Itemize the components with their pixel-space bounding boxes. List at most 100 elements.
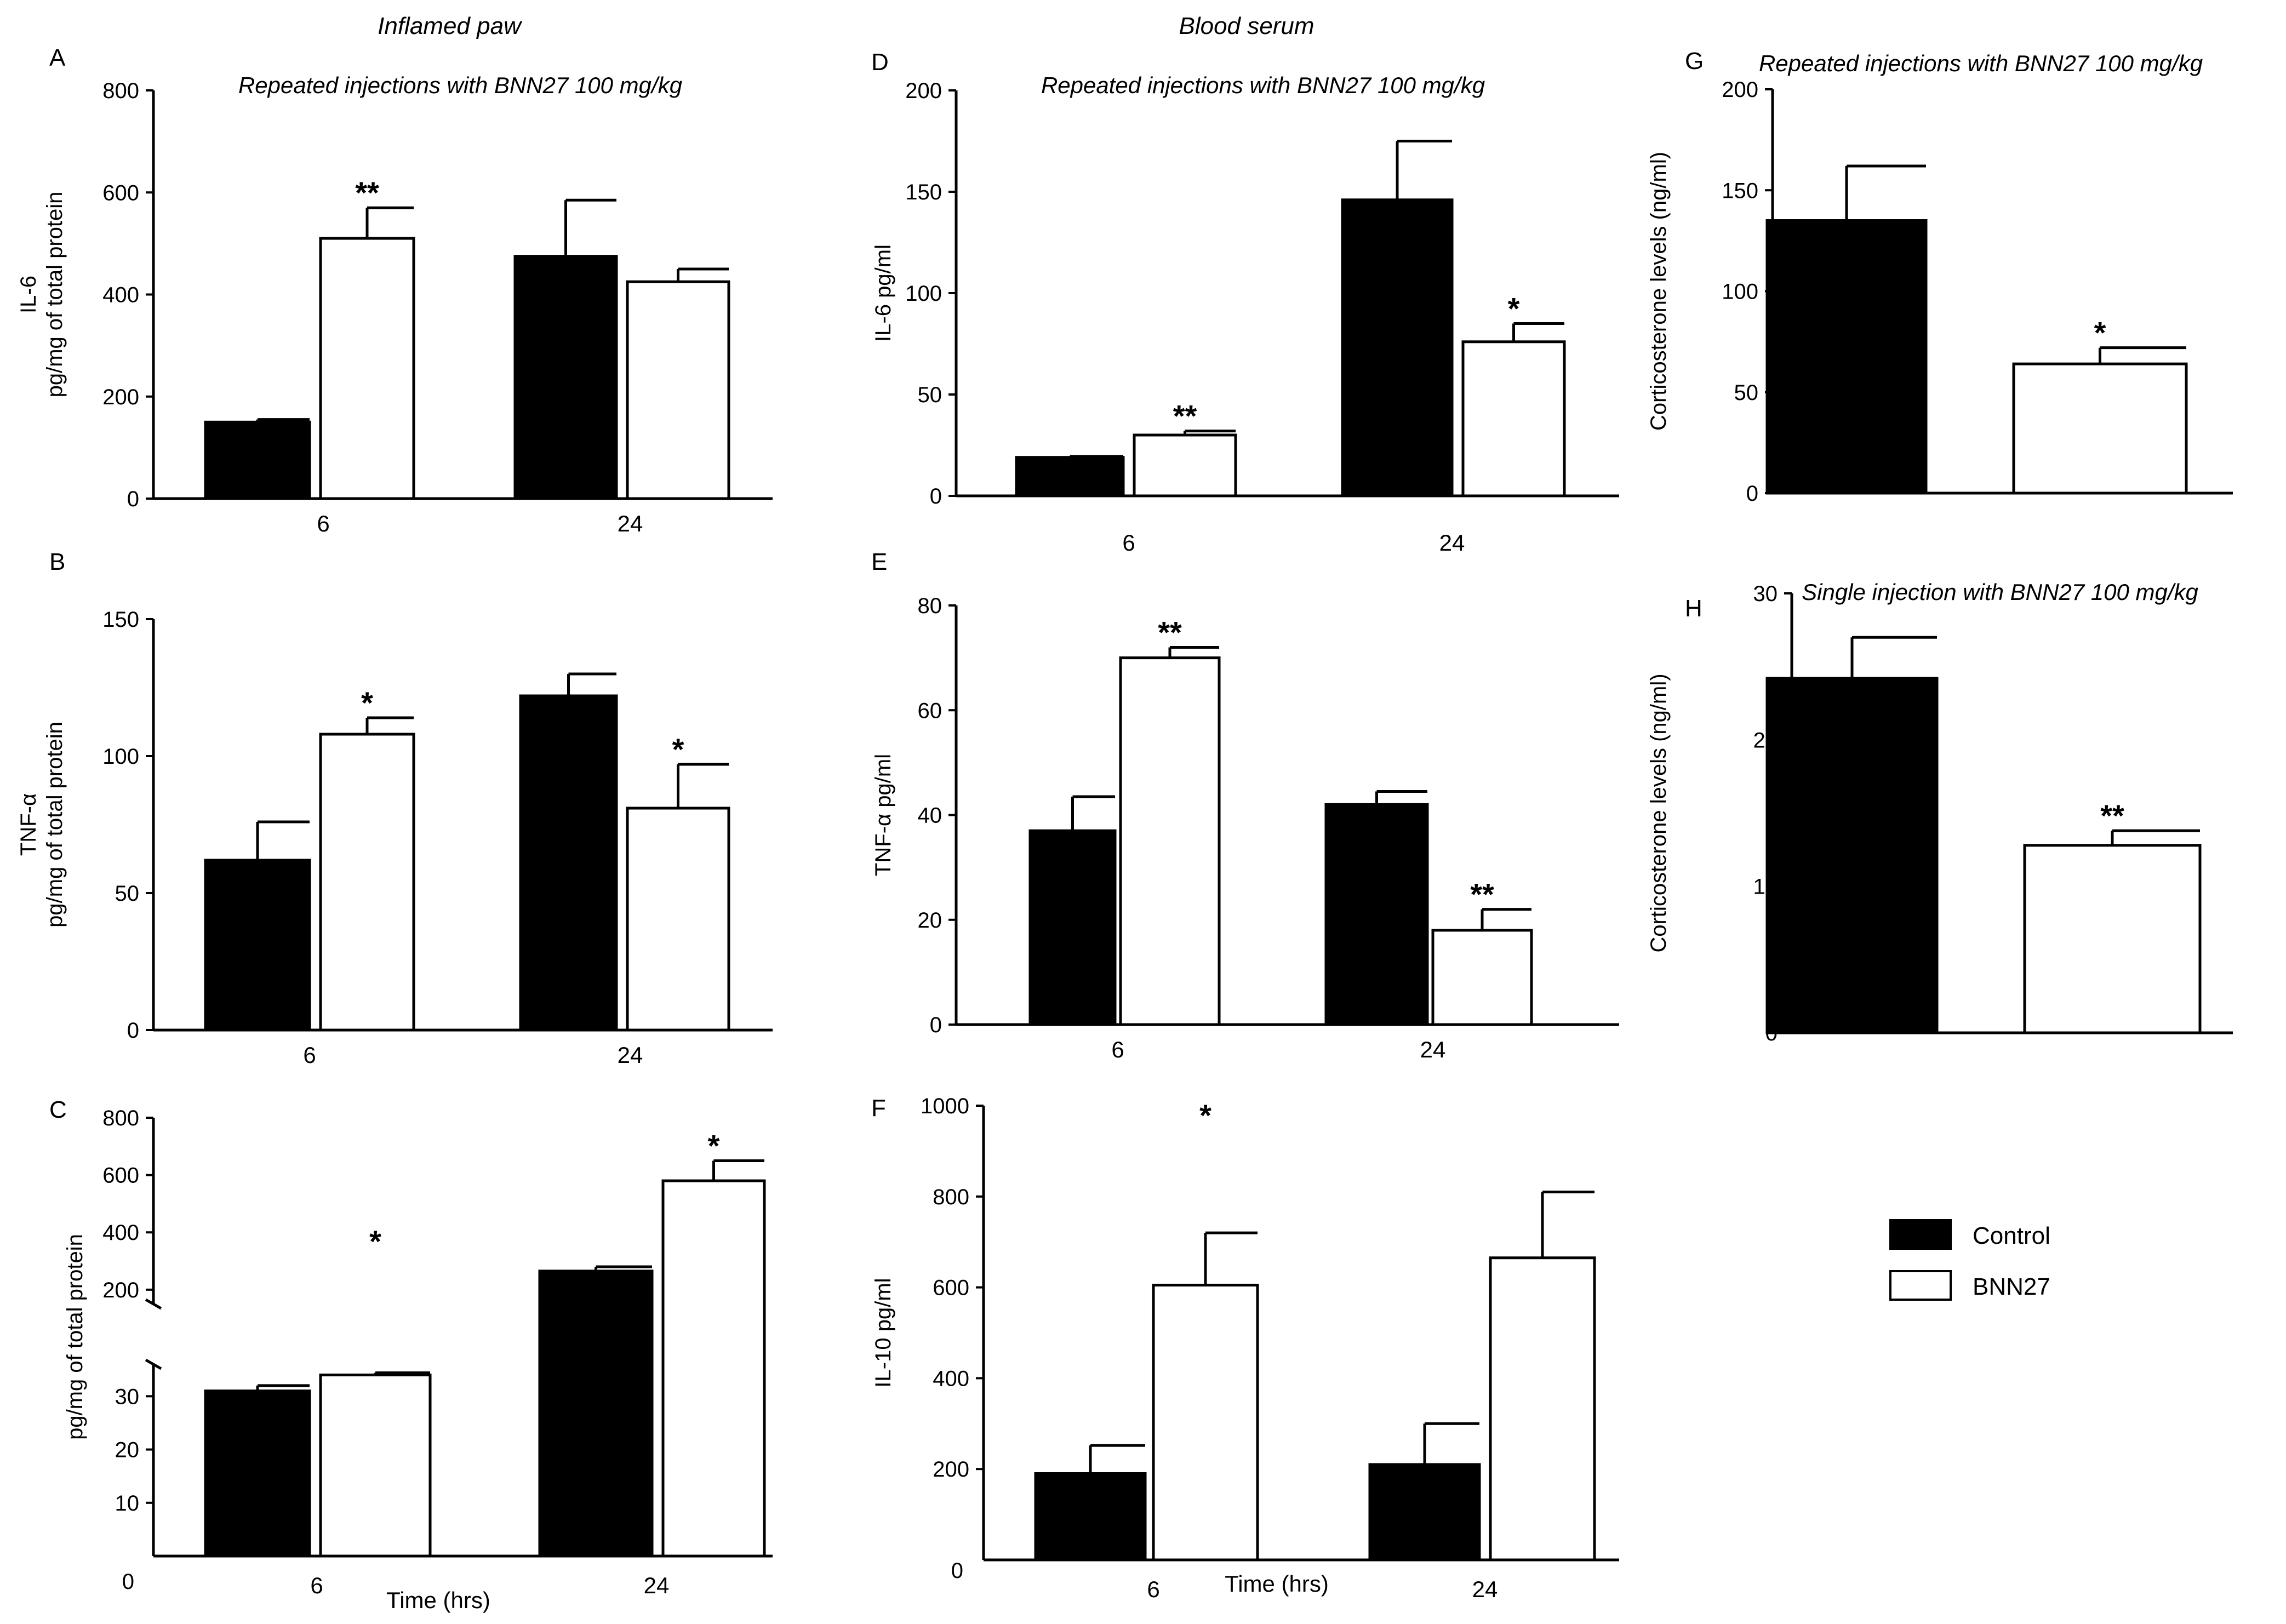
significance-marker: * [1199,1098,1211,1133]
bar-control-6 [1015,456,1125,498]
y-tick-label: 50 [918,383,942,407]
legend-control-label: Control [1973,1222,2050,1249]
y-tick-label: 200 [102,385,139,409]
bar-bnn27-24 [626,280,730,500]
bar-bnn27-24 [1489,1256,1596,1562]
y-tick-label: 0 [1746,482,1758,506]
significance-marker: * [1508,291,1520,326]
chart-panel-a: A Repeated injections with BNN27 100 mg/k… [16,44,773,536]
x-tick-label: 24 [1420,1037,1446,1062]
bar-bnn27-6 [319,733,415,1032]
y-tick-label: 100 [102,745,139,769]
y-axis-label: pg/mg of total protein [63,1234,87,1440]
x-tick-label: 6 [317,511,329,536]
y-tick-label: 60 [918,699,942,723]
y-tick-label: 10 [115,1491,140,1516]
y-axis-label: IL-6 pg/ml [871,244,895,342]
y-tick-label: 600 [102,181,139,205]
y-tick-label: 80 [918,594,942,618]
y-axis-label: TNF-α [16,793,41,856]
y-tick-label: 200 [905,79,942,103]
panel-subtitle: Single injection with BNN27 100 mg/kg [1802,579,2198,605]
x-tick-label: 6 [1147,1576,1159,1602]
y-tick-label: 1000 [921,1094,969,1118]
panel-letter: F [871,1095,886,1122]
bar-control-6 [204,420,311,500]
panel-letter: E [871,548,887,575]
bar-control-6 [204,859,311,1032]
y-tick-label: 150 [1722,179,1758,203]
panel-subtitle: Repeated injections with BNN27 100 mg/kg [238,72,682,98]
bar-bnn27-24 [626,807,730,1032]
chart-panel-e: E TNF-α pg/ml 0 20 40 60 80 ** ** 6 24 [871,548,1619,1062]
bar-bnn27-6 [1152,1283,1259,1562]
y-tick-label: 0 [951,1559,963,1583]
bar-bnn27-6 [319,237,415,500]
y-tick-label: 40 [918,804,942,828]
y-tick-label: 50 [1734,381,1759,405]
chart-panel-d: D Repeated injections with BNN27 100 mg/k… [871,49,1619,556]
chart-panel-c: Cpg/mg of total protein 200 400 600 800 10 20 3… [49,1096,773,1613]
legend-bnn27-swatch [1889,1270,1952,1301]
panel-letter: C [49,1096,67,1123]
y-axis-label: IL-6 [16,276,41,313]
significance-marker: * [361,685,373,720]
significance-marker: ** [355,175,379,210]
bar-bnn27-24 [661,1179,766,1558]
y-tick-label: 600 [933,1276,969,1300]
axis-break-mark [145,1358,162,1370]
bar-control-6 [204,1389,311,1558]
y-tick-label: 150 [905,180,942,204]
y-tick-label: 600 [102,1164,139,1188]
y-tick-label: 0 [122,1570,134,1594]
y-tick-label: 0 [930,1013,942,1037]
legend-bnn27-label: BNN27 [1973,1273,2050,1300]
significance-marker: ** [2100,798,2124,833]
y-axis-label: IL-10 pg/ml [871,1278,895,1387]
y-axis-label: Corticosterone levels (ng/ml) [1647,673,1671,952]
chart-panel-h: H Single injection with BNN27 100 mg/kg Co… [1647,579,2233,1045]
y-tick-label: 100 [1722,280,1758,304]
y-tick-label: 0 [127,1019,139,1043]
bar-control-24 [1324,803,1429,1026]
chart-panel-f: F IL-10 pg/ml 0 200 400 600 800 1000 * 6 24 Time (h… [871,1094,1619,1602]
panel-subtitle: Repeated injections with BNN27 100 mg/kg [1759,50,2203,76]
x-tick-label: 24 [1439,530,1465,556]
significance-marker: ** [1470,877,1494,912]
x-tick-label: 6 [1122,530,1135,556]
bar-control-6 [1028,829,1117,1026]
bar-control-Control [1765,677,1939,1034]
x-tick-label: 6 [310,1572,323,1598]
y-tick-label: 100 [905,282,942,306]
significance-marker: * [672,732,684,767]
y-tick-label: 30 [1753,582,1778,606]
bar-bnn27-24 [1461,340,1566,498]
x-tick-label: 24 [644,1572,670,1598]
y-tick-label: 50 [115,882,140,906]
y-tick-label: 20 [115,1438,140,1462]
panel-letter: A [49,44,66,71]
panel-subtitle: Repeated injections with BNN27 100 mg/kg [1041,72,1485,98]
bar-control-24 [538,1270,654,1558]
y-tick-label: 0 [930,484,942,508]
y-tick-label: 400 [102,1221,139,1245]
y-axis-label: pg/mg of total protein [43,192,67,398]
y-axis-label: TNF-α pg/ml [871,754,895,876]
y-tick-label: 400 [933,1366,969,1391]
y-tick-label: 800 [933,1185,969,1209]
x-axis-label: Time (hrs) [386,1587,490,1613]
y-tick-label: 400 [102,283,139,307]
x-tick-label: 24 [618,1042,643,1068]
y-tick-label: 800 [102,1106,139,1130]
significance-marker: ** [1173,399,1197,433]
significance-marker: * [708,1128,720,1163]
bar-bnn27-6 [1119,656,1221,1026]
y-tick-label: 200 [102,1278,139,1302]
bar-bnn27-6 [319,1373,432,1558]
y-tick-label: 30 [115,1385,140,1409]
panel-letter: B [49,548,65,575]
bar-control-24 [513,255,618,500]
panel-letter: H [1685,595,1702,622]
